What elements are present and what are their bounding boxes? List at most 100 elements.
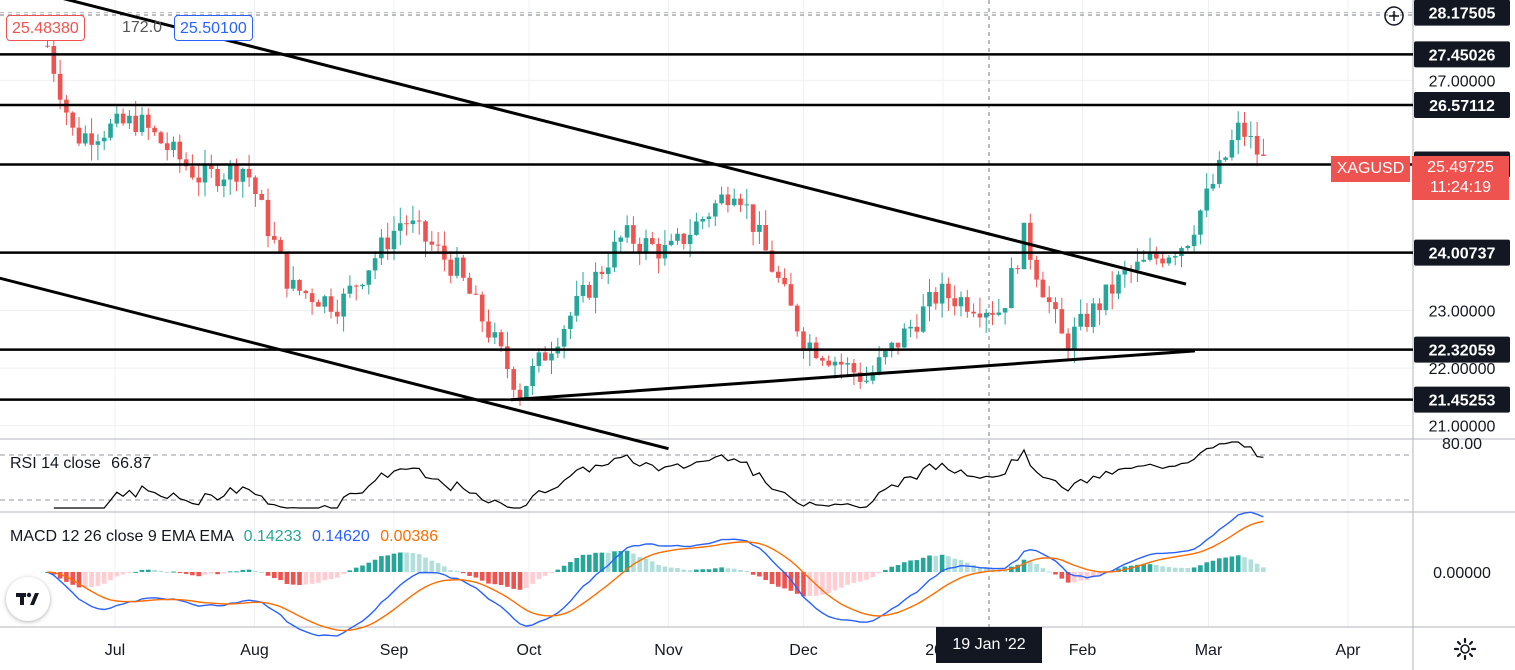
candle-body bbox=[1009, 268, 1014, 309]
macd-hist-bar bbox=[524, 572, 529, 589]
candle-body bbox=[801, 331, 806, 351]
crosshair-time-tag: 19 Jan '22 bbox=[936, 627, 1042, 663]
candle-body bbox=[209, 164, 214, 169]
macd-hist-bar bbox=[404, 552, 409, 572]
macd-hist-bar bbox=[1210, 560, 1216, 572]
candle-body bbox=[1223, 157, 1228, 160]
macd-hist-bar bbox=[290, 572, 296, 585]
macd-hist-bar bbox=[171, 571, 176, 573]
candle-body bbox=[139, 114, 145, 132]
last-price-tag: 25.49725 11:24:19 bbox=[1412, 156, 1509, 200]
candle-body bbox=[190, 166, 195, 178]
candle-body bbox=[259, 194, 264, 200]
macd-hist-bar bbox=[536, 572, 542, 579]
candle-body bbox=[265, 199, 271, 237]
macd-hist-bar bbox=[1046, 571, 1052, 573]
macd-hist-bar bbox=[517, 572, 523, 590]
macd-hist-bar bbox=[965, 562, 970, 572]
candle-body bbox=[731, 198, 737, 206]
candle-body bbox=[744, 204, 750, 206]
macd-line-value: 0.14620 bbox=[311, 528, 370, 545]
macd-hist-bar bbox=[725, 568, 731, 572]
macd-hist-bar bbox=[1185, 568, 1191, 572]
macd-hist-bar bbox=[227, 571, 233, 573]
bid-price[interactable]: 25.48380 bbox=[6, 15, 85, 41]
macd-hist-bar bbox=[857, 572, 863, 582]
macd-hist-bar bbox=[1059, 572, 1065, 579]
candle-body bbox=[1261, 154, 1266, 156]
macd-hist-bar bbox=[416, 554, 422, 572]
candle-body bbox=[990, 312, 995, 315]
macd-hist-bar bbox=[1154, 564, 1159, 572]
macd-hist-bar bbox=[851, 572, 857, 583]
macd-hist-bar bbox=[246, 569, 252, 572]
add-level-button[interactable] bbox=[1380, 3, 1408, 29]
macd-hist-bar bbox=[952, 558, 957, 572]
candle-body bbox=[769, 250, 775, 272]
candle-body bbox=[284, 252, 290, 289]
candle-body bbox=[870, 372, 876, 381]
settings-button[interactable] bbox=[1452, 636, 1478, 662]
macd-hist-bar bbox=[776, 572, 781, 587]
horizontal-levels: 28.1750527.4502626.5711225.5384824.00737… bbox=[0, 0, 1510, 413]
candle-body bbox=[738, 198, 743, 205]
candle-body bbox=[309, 293, 315, 303]
macd-hist-bar bbox=[1028, 560, 1033, 572]
symbol-tag[interactable]: XAGUSD bbox=[1331, 156, 1410, 182]
rsi-value: 66.87 bbox=[111, 455, 152, 472]
candle-body bbox=[794, 305, 800, 332]
ask-price[interactable]: 25.50100 bbox=[174, 15, 253, 41]
candle-body bbox=[618, 237, 624, 242]
candle-body bbox=[965, 297, 970, 312]
candle-body bbox=[51, 46, 57, 74]
candle-body bbox=[1053, 302, 1058, 310]
time-tick-label: Jul bbox=[105, 642, 125, 659]
indicator-lines bbox=[47, 441, 1264, 637]
candle-body bbox=[757, 224, 762, 232]
candle-body bbox=[536, 352, 542, 366]
candle-body bbox=[530, 365, 535, 387]
macd-hist-bar bbox=[681, 569, 687, 572]
macd-hist-bar bbox=[1179, 567, 1184, 572]
time-tick-label: Feb bbox=[1069, 642, 1097, 659]
candle-body bbox=[479, 294, 485, 322]
candle-body bbox=[656, 243, 661, 259]
macd-hist-bar bbox=[423, 557, 428, 572]
candle-body bbox=[70, 112, 75, 128]
macd-hist-bar bbox=[146, 569, 151, 572]
macd-hist-bar bbox=[845, 572, 850, 585]
candle-body bbox=[524, 386, 529, 398]
price-tick-label: 21.00000 bbox=[1429, 419, 1496, 436]
macd-hist-bar bbox=[1254, 563, 1260, 572]
candle-body bbox=[977, 313, 983, 318]
macd-hist-bar bbox=[505, 572, 510, 587]
candle-body bbox=[303, 290, 309, 294]
trendlines bbox=[0, 0, 1196, 451]
macd-hist-bar bbox=[1040, 568, 1046, 572]
macd-hist-bar bbox=[1172, 567, 1178, 572]
macd-legend[interactable]: MACD 12 26 close 9 EMA EMA 0.14233 0.146… bbox=[10, 524, 438, 550]
tradingview-logo[interactable] bbox=[6, 577, 50, 621]
macd-hist-bar bbox=[801, 572, 806, 597]
level-label: 27.45026 bbox=[1429, 47, 1496, 64]
candle-body bbox=[914, 326, 920, 332]
time-tick-label: Nov bbox=[654, 642, 682, 659]
candle-body bbox=[971, 311, 976, 314]
candle-body bbox=[114, 113, 120, 124]
candle-body bbox=[101, 137, 107, 142]
candle-body bbox=[353, 285, 359, 287]
candle-body bbox=[473, 293, 479, 295]
candle-body bbox=[290, 279, 296, 289]
rsi-legend[interactable]: RSI 14 close 66.87 bbox=[10, 451, 151, 477]
last-price-value: 25.49725 bbox=[1427, 159, 1494, 176]
candle-body bbox=[57, 73, 63, 100]
candle-body bbox=[1166, 257, 1172, 264]
macd-hist-bar bbox=[467, 572, 472, 576]
candle-body bbox=[889, 342, 894, 352]
macd-hist-bar bbox=[511, 572, 516, 589]
macd-hist-bar bbox=[769, 572, 775, 585]
candle-body bbox=[637, 243, 642, 252]
candle-body bbox=[902, 328, 907, 348]
macd-hist-bar bbox=[347, 570, 353, 572]
macd-hist-bar bbox=[1141, 564, 1146, 572]
